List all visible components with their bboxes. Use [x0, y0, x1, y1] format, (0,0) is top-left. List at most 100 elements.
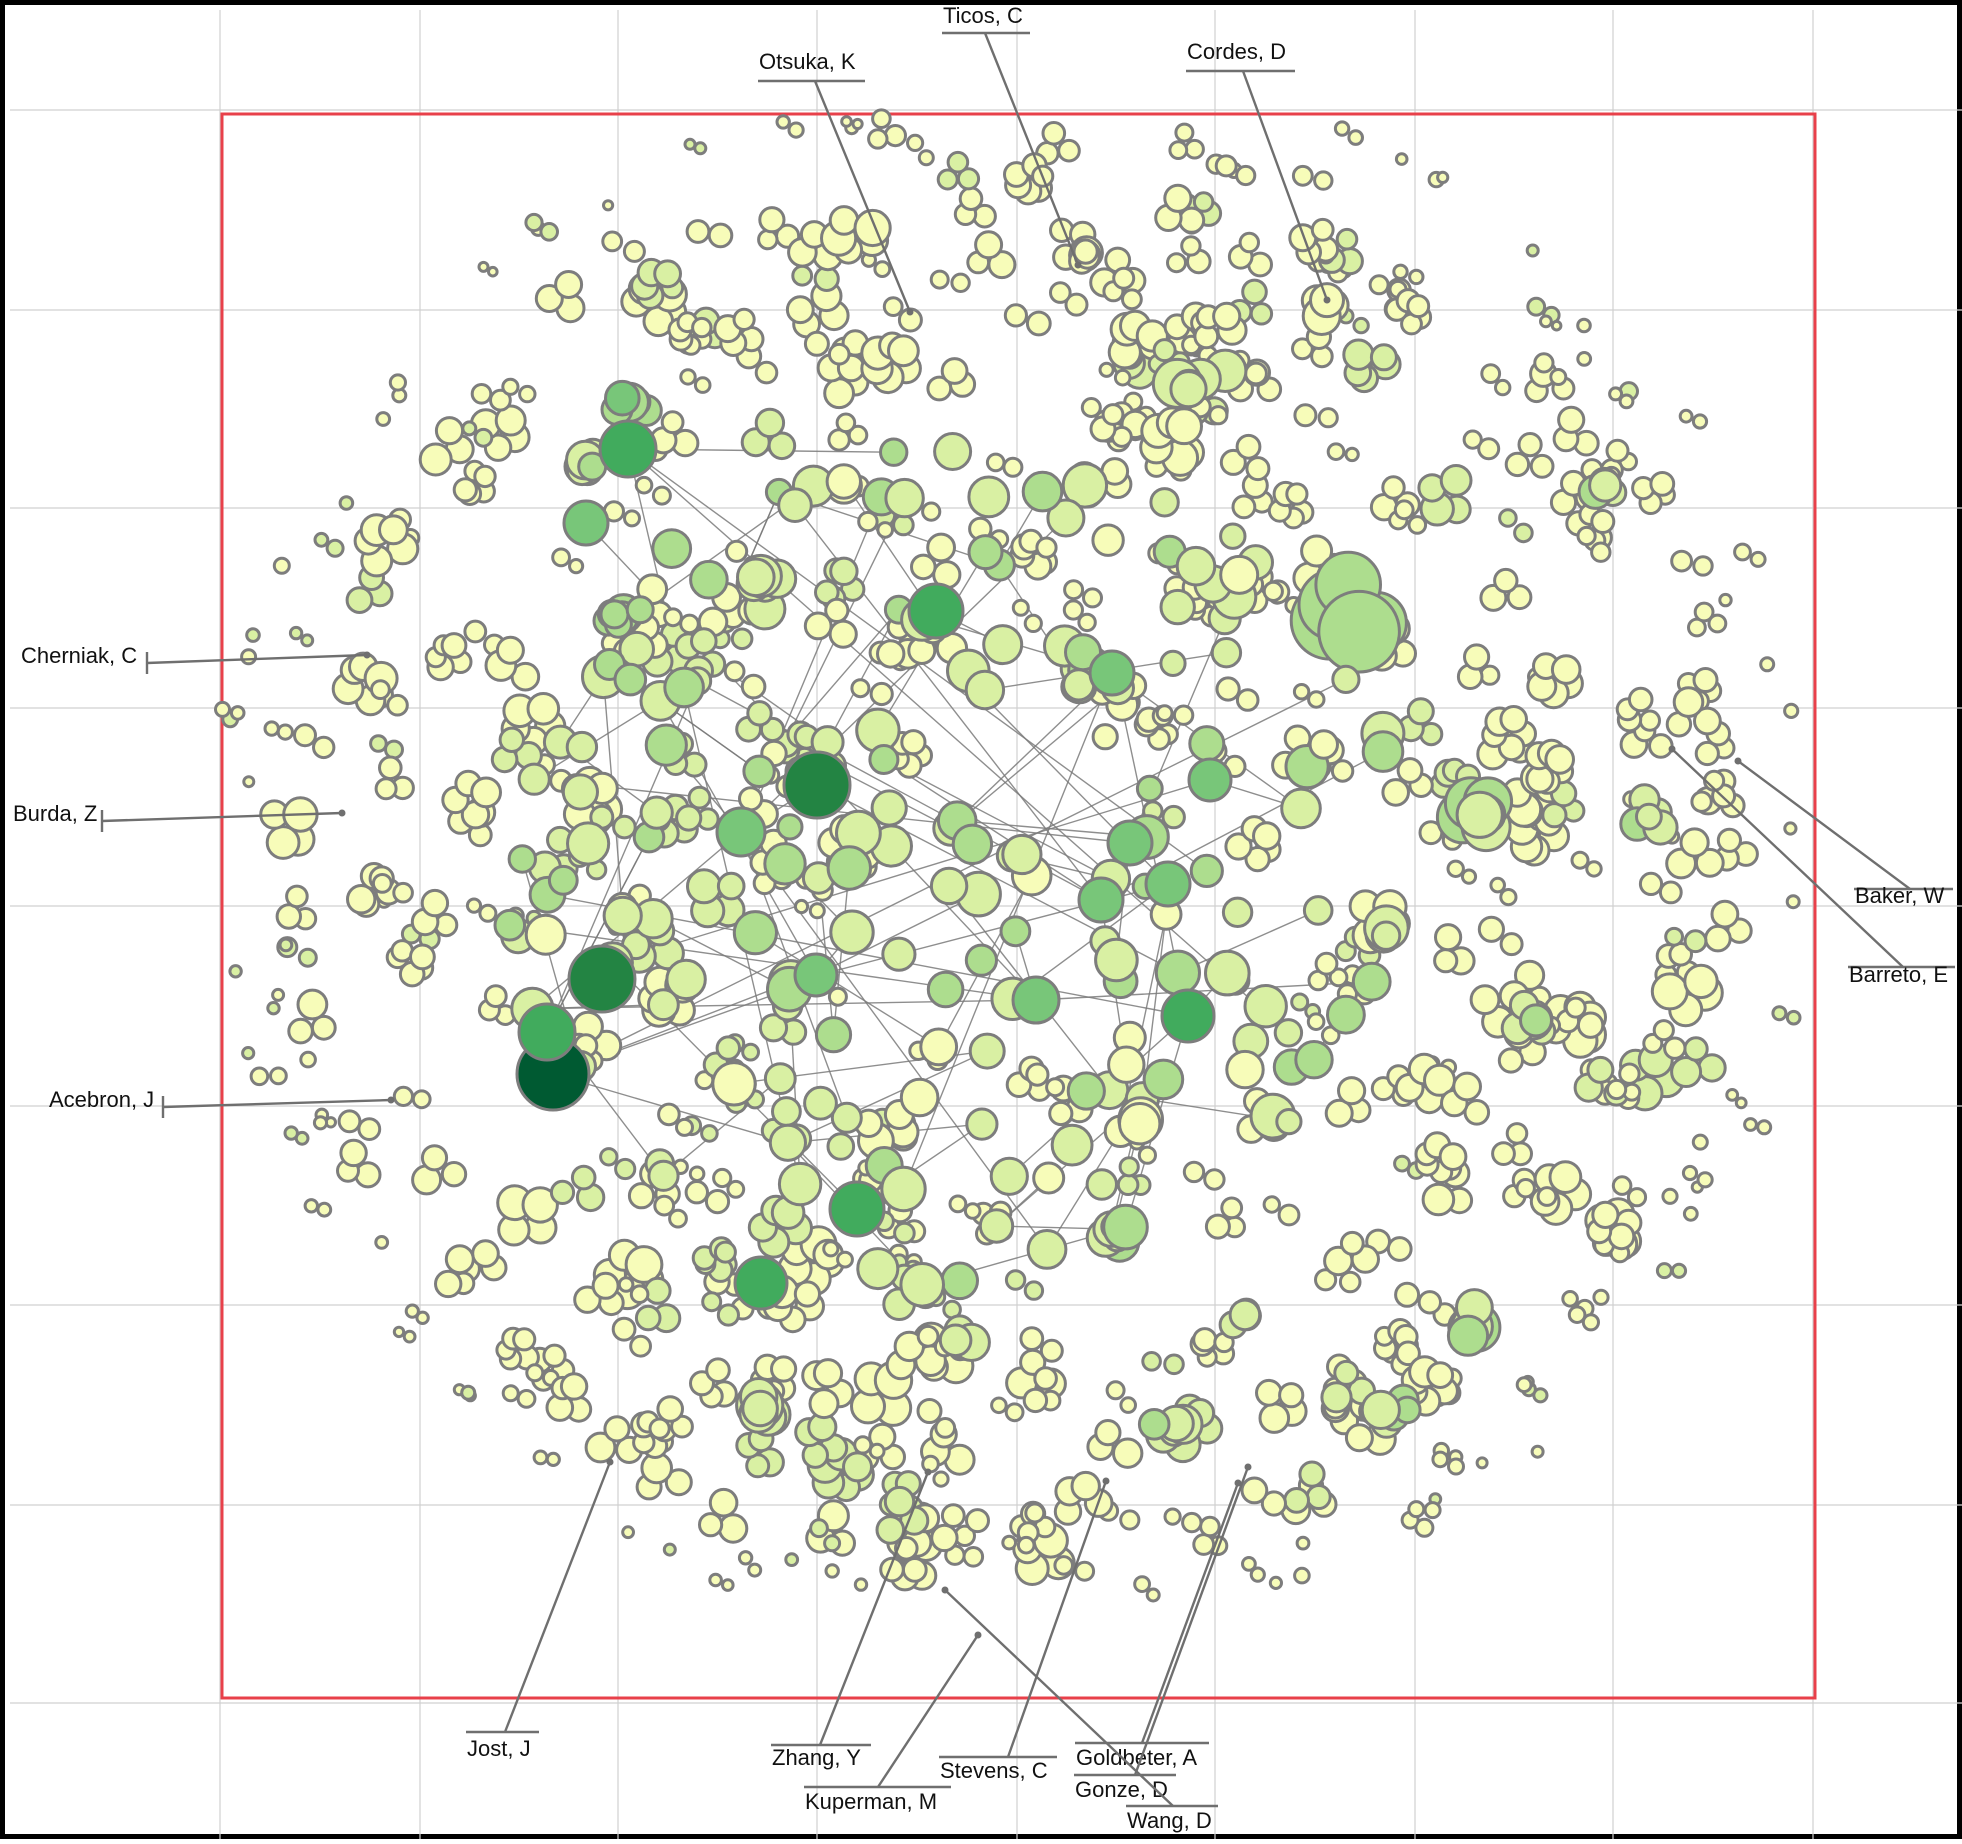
author-node[interactable]: [1121, 288, 1143, 311]
author-node[interactable]: [1650, 972, 1689, 1011]
author-node[interactable]: [375, 411, 392, 427]
author-node[interactable]: [1421, 1182, 1456, 1217]
author-node[interactable]: [1098, 361, 1115, 378]
author-node[interactable]: [374, 1235, 390, 1250]
author-node[interactable]: [1160, 988, 1216, 1044]
author-node[interactable]: [285, 884, 309, 909]
author-node[interactable]: [1219, 554, 1260, 595]
author-node[interactable]: [623, 509, 641, 528]
author-node[interactable]: [386, 693, 409, 717]
author-node[interactable]: [879, 437, 909, 467]
author-node[interactable]: [1716, 827, 1743, 853]
author-node[interactable]: [840, 115, 853, 128]
author-node[interactable]: [1291, 337, 1314, 361]
author-node[interactable]: [1664, 926, 1684, 947]
author-node[interactable]: [665, 958, 707, 1001]
author-node[interactable]: [1314, 1268, 1338, 1292]
author-node[interactable]: [249, 1066, 270, 1087]
author-node[interactable]: [1033, 1366, 1058, 1391]
author-node[interactable]: [899, 1262, 946, 1308]
author-node[interactable]: [1499, 888, 1518, 907]
author-node[interactable]: [551, 547, 571, 568]
author-node[interactable]: [1670, 1262, 1688, 1279]
author-node[interactable]: [1395, 1340, 1421, 1367]
author-node[interactable]: [1548, 1160, 1583, 1194]
author-node[interactable]: [768, 1123, 808, 1162]
author-node[interactable]: [770, 1355, 798, 1383]
author-node[interactable]: [1446, 859, 1465, 878]
author-node[interactable]: [501, 377, 520, 396]
author-node[interactable]: [1091, 523, 1125, 557]
author-node[interactable]: [1544, 744, 1575, 775]
author-node[interactable]: [881, 936, 917, 972]
author-node[interactable]: [1061, 462, 1109, 509]
author-node[interactable]: [704, 1189, 731, 1215]
author-node[interactable]: [850, 678, 871, 699]
author-node[interactable]: [963, 1202, 982, 1220]
author-node[interactable]: [565, 730, 599, 764]
author-node[interactable]: [532, 1449, 549, 1466]
author-node[interactable]: [1019, 1326, 1045, 1351]
author-node[interactable]: [1295, 1535, 1311, 1551]
author-node[interactable]: [651, 528, 693, 569]
author-node[interactable]: [313, 531, 330, 548]
author-node[interactable]: [1291, 164, 1314, 187]
author-node[interactable]: [893, 1221, 916, 1245]
author-node[interactable]: [1046, 498, 1086, 538]
author-node[interactable]: [1618, 393, 1635, 410]
author-node[interactable]: [1023, 1280, 1045, 1301]
author-node[interactable]: [1564, 996, 1587, 1019]
author-node[interactable]: [1504, 451, 1531, 478]
author-node[interactable]: [982, 624, 1024, 666]
author-node[interactable]: [828, 1180, 886, 1238]
author-node[interactable]: [1106, 819, 1154, 867]
author-node[interactable]: [1477, 437, 1501, 461]
author-node[interactable]: [1308, 729, 1340, 760]
author-node[interactable]: [1679, 827, 1710, 858]
author-node[interactable]: [1102, 1203, 1149, 1251]
author-node[interactable]: [741, 1389, 779, 1428]
author-node[interactable]: [668, 1208, 688, 1229]
author-node[interactable]: [1333, 1359, 1360, 1386]
author-node[interactable]: [1025, 1062, 1050, 1087]
author-node[interactable]: [1605, 438, 1630, 463]
author-node[interactable]: [240, 648, 258, 666]
author-node[interactable]: [415, 1310, 430, 1326]
author-node[interactable]: [1519, 1003, 1553, 1038]
author-node[interactable]: [521, 1186, 559, 1224]
author-node[interactable]: [921, 501, 942, 522]
author-node[interactable]: [700, 1124, 719, 1143]
author-node[interactable]: [1025, 310, 1052, 337]
author-node[interactable]: [241, 1046, 256, 1061]
author-node[interactable]: [683, 137, 697, 151]
author-node[interactable]: [708, 1487, 739, 1518]
author-node[interactable]: [785, 295, 815, 325]
author-node[interactable]: [723, 660, 746, 683]
author-node[interactable]: [602, 895, 643, 936]
author-node[interactable]: [524, 913, 567, 956]
author-node[interactable]: [545, 1451, 561, 1468]
author-node[interactable]: [693, 376, 712, 394]
author-node[interactable]: [477, 260, 490, 273]
author-node[interactable]: [1026, 1229, 1068, 1270]
author-node[interactable]: [1463, 643, 1491, 671]
author-node[interactable]: [1016, 1535, 1036, 1555]
author-node[interactable]: [1255, 1378, 1283, 1407]
author-node[interactable]: [737, 1550, 754, 1566]
author-node[interactable]: [1505, 1122, 1529, 1145]
author-node[interactable]: [357, 1117, 382, 1141]
author-node[interactable]: [473, 427, 494, 448]
author-node[interactable]: [1275, 1108, 1303, 1136]
author-node[interactable]: [1337, 1076, 1367, 1106]
author-node[interactable]: [1116, 1173, 1140, 1196]
author-node[interactable]: [1475, 1456, 1489, 1470]
author-node[interactable]: [1771, 1005, 1788, 1022]
author-node[interactable]: [827, 342, 851, 366]
author-node[interactable]: [1499, 932, 1524, 957]
author-node[interactable]: [1187, 757, 1233, 803]
author-node[interactable]: [1220, 1196, 1244, 1220]
author-node[interactable]: [1588, 468, 1623, 503]
author-node[interactable]: [670, 1414, 694, 1439]
author-node[interactable]: [625, 595, 655, 625]
author-node[interactable]: [829, 556, 859, 586]
